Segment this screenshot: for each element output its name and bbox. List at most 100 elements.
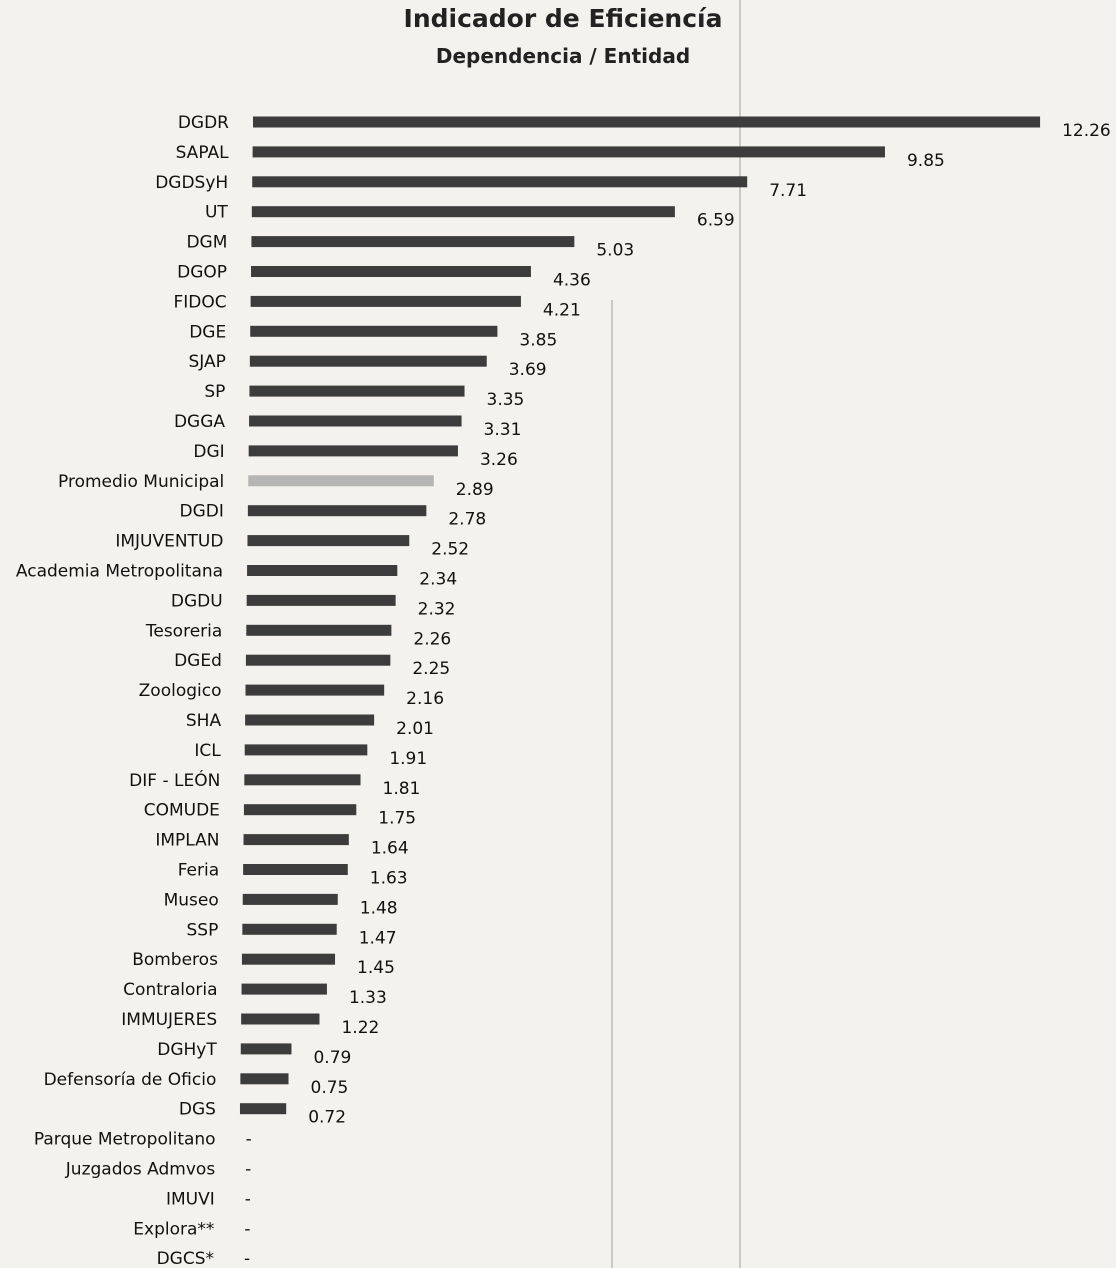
category-label: SSP — [186, 920, 218, 940]
category-label: ICL — [194, 741, 221, 761]
bar — [242, 893, 338, 905]
category-label: Feria — [178, 861, 219, 881]
bar — [250, 325, 498, 337]
category-label: DGDSyH — [155, 173, 228, 193]
bar — [242, 923, 337, 935]
category-label: DGDR — [178, 113, 229, 133]
category-label: DGEd — [174, 651, 222, 671]
value-label: 1.22 — [341, 1018, 379, 1038]
value-label: 1.81 — [383, 779, 421, 799]
bar — [252, 176, 748, 188]
bar — [246, 594, 396, 606]
value-label: 2.52 — [431, 540, 469, 560]
value-label: 1.64 — [371, 839, 409, 859]
value-label: - — [245, 1189, 251, 1209]
category-label: SHA — [186, 711, 222, 731]
category-label: DGCS* — [157, 1249, 214, 1268]
category-label: UT — [205, 203, 228, 223]
bar — [250, 295, 521, 307]
category-label: SP — [204, 382, 225, 402]
category-label: FIDOC — [173, 292, 226, 312]
value-label: 2.78 — [448, 510, 486, 530]
value-label: 0.75 — [311, 1078, 349, 1098]
category-label: DGE — [189, 322, 226, 342]
bar — [241, 983, 327, 995]
bar — [245, 684, 385, 696]
bar — [243, 804, 357, 816]
value-label: 1.47 — [359, 928, 397, 948]
value-label: 3.69 — [509, 360, 547, 380]
category-label: Explora** — [133, 1219, 214, 1239]
bar — [241, 953, 336, 965]
category-label: DGM — [186, 233, 227, 253]
category-label: DGI — [193, 442, 224, 462]
value-label: 1.33 — [349, 988, 387, 1008]
bar — [247, 505, 427, 517]
category-label: Defensoría de Oficio — [44, 1070, 217, 1090]
value-label: 3.35 — [487, 390, 525, 410]
category-label: Contraloria — [123, 980, 217, 1000]
category-label: DGDU — [171, 591, 223, 611]
bar — [241, 1013, 320, 1025]
bars-group: DGDR 12.26 SAPAL 9.85 DGDSyH 7.71 UT 6.59 DGM 5.0… — [16, 113, 1111, 1268]
bar — [243, 834, 349, 846]
category-label: DGS — [179, 1100, 216, 1120]
value-label: 2.32 — [418, 599, 456, 619]
bar — [239, 1103, 287, 1115]
bar — [243, 864, 348, 875]
category-label: DGGA — [174, 412, 225, 432]
category-label: IMJUVENTUD — [115, 532, 223, 552]
value-label: 3.31 — [484, 420, 522, 440]
category-label: DGDI — [179, 502, 223, 522]
category-label: Parque Metropolitano — [34, 1130, 216, 1150]
value-label: 0.72 — [308, 1108, 346, 1128]
value-label: 2.26 — [413, 629, 451, 649]
category-label: DGOP — [177, 263, 227, 283]
bar — [246, 624, 392, 636]
bar — [253, 116, 1041, 128]
category-label: Juzgados Admvos — [65, 1160, 216, 1180]
value-label: 7.71 — [769, 181, 807, 201]
bar — [240, 1073, 289, 1085]
value-label: 3.26 — [480, 450, 518, 470]
value-label: 0.79 — [313, 1048, 351, 1068]
value-label: 9.85 — [907, 151, 945, 171]
bar — [251, 206, 675, 218]
chart-title: Indicador de Eficiencía — [403, 4, 723, 33]
category-label: IMUVI — [166, 1189, 215, 1209]
bar — [240, 1043, 292, 1055]
bar — [249, 385, 465, 397]
category-label: Academia Metropolitana — [16, 562, 223, 582]
bar — [245, 654, 391, 666]
category-label: IMPLAN — [155, 831, 219, 851]
value-label: 1.63 — [370, 869, 408, 889]
value-label: 2.01 — [396, 719, 434, 739]
bar — [252, 146, 885, 158]
category-label: SAPAL — [176, 143, 230, 163]
bar — [244, 744, 368, 756]
value-label: 2.16 — [406, 689, 444, 709]
bar — [248, 445, 458, 457]
bar — [249, 415, 462, 427]
value-label: - — [246, 1130, 252, 1150]
category-label: DGHyT — [157, 1040, 217, 1060]
category-label: IMMUJERES — [121, 1010, 217, 1030]
value-label: 4.36 — [553, 271, 591, 291]
value-label: - — [244, 1219, 250, 1239]
category-label: DIF - LEÓN — [129, 769, 220, 791]
category-label: Museo — [164, 890, 219, 910]
value-label: 2.89 — [456, 480, 494, 500]
value-label: 2.25 — [412, 659, 450, 679]
bar — [245, 714, 375, 726]
value-label: - — [244, 1249, 250, 1268]
value-label: - — [245, 1160, 251, 1180]
value-label: 4.21 — [543, 300, 581, 320]
bar — [244, 774, 361, 786]
value-label: 1.48 — [360, 898, 398, 918]
category-label: Zoologico — [139, 681, 222, 701]
chart-subtitle: Dependencia / Entidad — [435, 44, 691, 68]
bar — [249, 355, 487, 367]
value-label: 2.34 — [419, 570, 457, 590]
value-label: 6.59 — [697, 211, 735, 231]
